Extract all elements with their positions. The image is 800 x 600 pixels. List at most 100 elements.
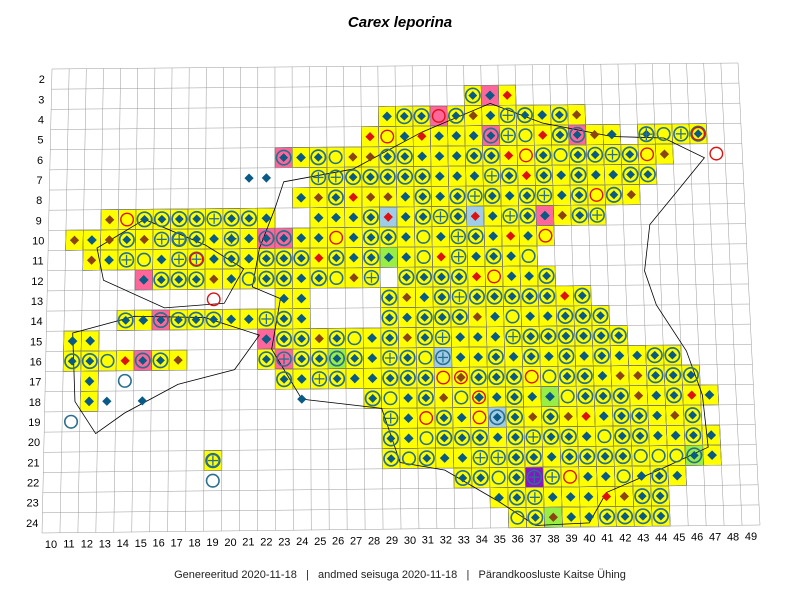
occurrence-diamond xyxy=(602,512,612,522)
occurrence-diamond xyxy=(137,396,147,406)
grid-line-vertical xyxy=(203,67,207,532)
occurrence-diamond xyxy=(402,272,411,282)
occurrence-diamond xyxy=(383,172,393,182)
occurrence-circle xyxy=(293,330,310,347)
occurrence-circle xyxy=(417,389,434,406)
occurrence-circle xyxy=(604,146,621,163)
occurrence-diamond xyxy=(297,354,307,364)
occurrence-diamond xyxy=(365,132,375,142)
occurrence-diamond xyxy=(563,411,573,422)
grid-line-vertical xyxy=(617,64,635,527)
occurrence-circle xyxy=(502,208,518,224)
occurrence-diamond xyxy=(138,275,149,285)
occurrence-diamond xyxy=(502,90,512,100)
occurrence-diamond xyxy=(244,253,254,264)
occurrence-diamond xyxy=(296,273,307,284)
occurrence-circle xyxy=(523,348,540,365)
occurrence-circle xyxy=(632,427,649,444)
occurrence-diamond xyxy=(638,511,648,521)
occurrence-diamond xyxy=(548,512,558,522)
occurrence-circle xyxy=(454,429,471,446)
occurrence-circle xyxy=(538,267,555,284)
occurrence-diamond xyxy=(618,451,628,461)
occurrence-diamond xyxy=(385,313,394,323)
occurrence-diamond xyxy=(581,411,591,421)
occurrence-diamond xyxy=(420,312,430,322)
occurrence-circle xyxy=(665,367,682,384)
occurrence-circle xyxy=(310,169,327,186)
occurrence-circle xyxy=(553,148,568,163)
occurrence-circle xyxy=(507,429,524,446)
occurrence-diamond xyxy=(279,233,289,243)
occurrence-diamond xyxy=(485,90,495,101)
occurrence-circle xyxy=(328,330,345,347)
occurrence-diamond xyxy=(174,275,184,284)
occurrence-diamond xyxy=(86,255,97,265)
column-label: 30 xyxy=(404,535,416,547)
occurrence-diamond xyxy=(349,373,360,384)
occurrence-diamond xyxy=(138,356,148,365)
occurrence-circle xyxy=(417,369,434,386)
occurrence-diamond xyxy=(403,413,414,424)
occurrence-diamond xyxy=(472,312,483,322)
occurrence-diamond xyxy=(458,473,468,483)
occurrence-circle xyxy=(557,307,574,324)
occurrence-diamond xyxy=(633,391,644,401)
occurrence-diamond xyxy=(555,130,565,140)
occurrence-circle xyxy=(435,349,451,366)
occurrence-diamond xyxy=(156,355,165,365)
occurrence-diamond xyxy=(279,374,289,384)
grid-line-horizontal xyxy=(45,384,754,393)
occurrence-diamond xyxy=(174,315,183,325)
occurrence-circle xyxy=(505,328,521,345)
occurrence-circle xyxy=(454,370,468,385)
occurrence-circle xyxy=(435,409,452,426)
occurrence-circle xyxy=(454,390,469,405)
occurrence-diamond xyxy=(296,374,307,384)
occurrence-diamond xyxy=(598,391,608,401)
occurrence-circle xyxy=(510,510,525,525)
occurrence-diamond xyxy=(243,314,254,324)
occurrence-circle xyxy=(345,169,362,186)
row-label: 23 xyxy=(27,498,39,510)
occurrence-diamond xyxy=(437,312,447,322)
grid-line-horizontal xyxy=(43,464,758,473)
occurrence-diamond xyxy=(314,354,324,364)
occurrence-diamond xyxy=(654,471,664,481)
occurrence-circle xyxy=(171,211,188,228)
occurrence-circle xyxy=(381,309,398,326)
occurrence-circle xyxy=(100,353,115,368)
occurrence-diamond xyxy=(526,352,536,361)
occurrence-diamond xyxy=(471,231,481,241)
occurrence-circle xyxy=(542,408,559,425)
occurrence-circle xyxy=(571,207,588,224)
occurrence-diamond xyxy=(600,471,611,482)
occurrence-circle xyxy=(526,469,543,485)
occurrence-circle xyxy=(205,453,220,468)
occurrence-circle xyxy=(64,353,81,370)
occurrence-diamond xyxy=(565,452,574,462)
occurrence-circle xyxy=(577,388,594,405)
occurrence-diamond xyxy=(597,371,608,381)
occurrence-diamond xyxy=(418,192,428,202)
grid-line-vertical xyxy=(360,66,366,530)
column-label: 18 xyxy=(188,537,200,549)
row-label: 18 xyxy=(29,397,41,409)
occurrence-circle xyxy=(152,352,169,369)
occurrence-circle xyxy=(570,166,587,184)
occurrence-circle xyxy=(347,331,362,346)
occurrence-diamond xyxy=(156,254,167,265)
occurrence-diamond xyxy=(386,454,396,464)
occurrence-diamond xyxy=(451,151,462,161)
occurrence-circle xyxy=(401,451,417,466)
occurrence-diamond xyxy=(455,352,466,363)
occurrence-diamond xyxy=(579,351,590,361)
occurrence-circle xyxy=(311,371,328,387)
occurrence-circle xyxy=(379,148,396,165)
occurrence-diamond xyxy=(227,214,236,223)
occurrence-diamond xyxy=(419,292,430,303)
column-label: 41 xyxy=(601,533,613,545)
grid-line-vertical xyxy=(429,65,438,529)
occurrence-circle xyxy=(275,310,292,327)
occurrence-diamond xyxy=(487,191,497,201)
